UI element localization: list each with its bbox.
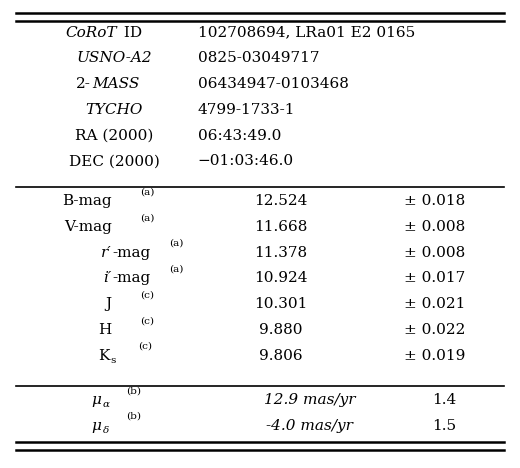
Text: V-mag: V-mag: [64, 220, 112, 234]
Text: ID: ID: [119, 26, 141, 40]
Text: (c): (c): [140, 316, 154, 325]
Text: δ: δ: [103, 426, 109, 435]
Text: 10.924: 10.924: [254, 271, 307, 285]
Text: -mag: -mag: [112, 246, 151, 260]
Text: 9.880: 9.880: [259, 323, 303, 337]
Text: CoRoT: CoRoT: [66, 26, 117, 40]
Text: (a): (a): [140, 213, 155, 222]
Text: (c): (c): [138, 342, 152, 351]
Text: 11.378: 11.378: [254, 246, 307, 260]
Text: -4.0 mas/yr: -4.0 mas/yr: [266, 419, 353, 433]
Text: 11.668: 11.668: [254, 220, 307, 234]
Text: α: α: [103, 400, 110, 410]
Text: H: H: [99, 323, 112, 337]
Text: ± 0.008: ± 0.008: [404, 246, 465, 260]
Text: MASS: MASS: [93, 77, 140, 91]
Text: DEC (2000): DEC (2000): [69, 154, 160, 168]
Text: μ: μ: [92, 393, 101, 407]
Text: 1.5: 1.5: [433, 419, 457, 433]
Text: 12.9 mas/yr: 12.9 mas/yr: [264, 393, 355, 407]
Text: K: K: [98, 349, 109, 363]
Text: ± 0.019: ± 0.019: [404, 349, 465, 363]
Text: J: J: [106, 297, 112, 311]
Text: −01:03:46.0: −01:03:46.0: [198, 154, 294, 168]
Text: 2-: 2-: [76, 77, 91, 91]
Text: (c): (c): [140, 290, 154, 300]
Text: 9.806: 9.806: [259, 349, 303, 363]
Text: ± 0.022: ± 0.022: [404, 323, 465, 337]
Text: 1.4: 1.4: [433, 393, 457, 407]
Text: 10.301: 10.301: [254, 297, 307, 311]
Text: 06434947-0103468: 06434947-0103468: [198, 77, 348, 91]
Text: ± 0.017: ± 0.017: [404, 271, 465, 285]
Text: (a): (a): [140, 187, 155, 197]
Text: TYCHO: TYCHO: [86, 103, 143, 117]
Text: B-mag: B-mag: [62, 194, 112, 208]
Text: 4799-1733-1: 4799-1733-1: [198, 103, 295, 117]
Text: ± 0.008: ± 0.008: [404, 220, 465, 234]
Text: 06:43:49.0: 06:43:49.0: [198, 129, 281, 143]
Text: i′: i′: [103, 271, 112, 285]
Text: μ: μ: [92, 419, 101, 433]
Text: USNO-A2: USNO-A2: [76, 51, 152, 66]
Text: ± 0.021: ± 0.021: [404, 297, 465, 311]
Text: RA (2000): RA (2000): [75, 129, 153, 143]
Text: (b): (b): [126, 412, 141, 421]
Text: ± 0.018: ± 0.018: [404, 194, 465, 208]
Text: -mag: -mag: [112, 271, 151, 285]
Text: (b): (b): [126, 386, 141, 395]
Text: 102708694, LRa01 E2 0165: 102708694, LRa01 E2 0165: [198, 26, 415, 40]
Text: s: s: [111, 356, 116, 365]
Text: (a): (a): [169, 239, 184, 248]
Text: (a): (a): [169, 264, 184, 274]
Text: 0825-03049717: 0825-03049717: [198, 51, 319, 66]
Text: r′: r′: [101, 246, 112, 260]
Text: 12.524: 12.524: [254, 194, 307, 208]
